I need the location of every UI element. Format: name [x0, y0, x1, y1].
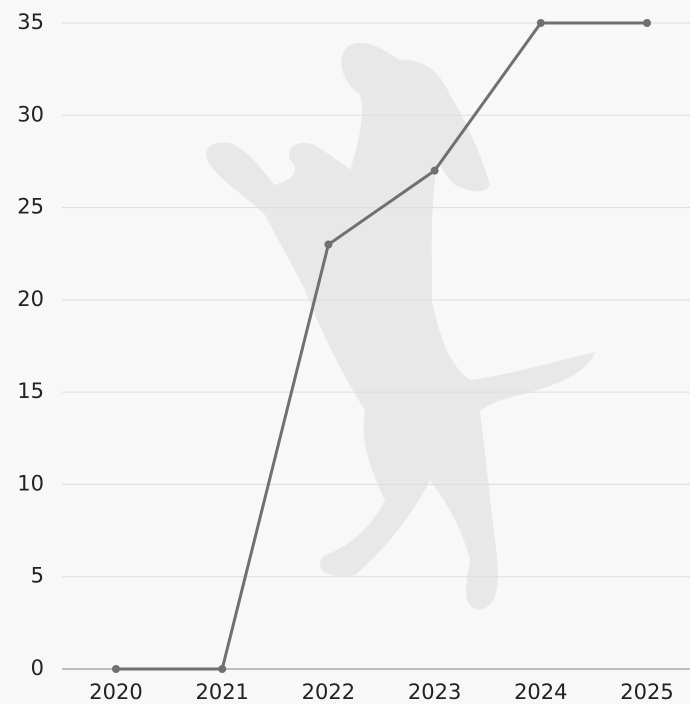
point [643, 19, 651, 27]
y-tick-label: 35 [17, 10, 44, 34]
x-tick-label: 2024 [514, 680, 567, 704]
chart: 05101520253035202020212022202320242025 [0, 0, 690, 704]
x-tick-label: 2021 [195, 680, 248, 704]
point [112, 665, 120, 673]
point [218, 665, 226, 673]
x-tick-label: 2020 [89, 680, 142, 704]
y-tick-label: 5 [31, 564, 44, 588]
point [324, 240, 332, 248]
y-tick-label: 0 [31, 656, 44, 680]
y-tick-label: 20 [17, 287, 44, 311]
x-tick-label: 2022 [302, 680, 355, 704]
point [431, 167, 439, 175]
y-tick-label: 10 [17, 471, 44, 495]
x-tick-label: 2023 [408, 680, 461, 704]
y-tick-label: 15 [17, 379, 44, 403]
x-tick-label: 2025 [620, 680, 673, 704]
y-tick-label: 25 [17, 195, 44, 219]
point [537, 19, 545, 27]
y-tick-label: 30 [17, 102, 44, 126]
page: 05101520253035202020212022202320242025 (… [0, 0, 690, 704]
